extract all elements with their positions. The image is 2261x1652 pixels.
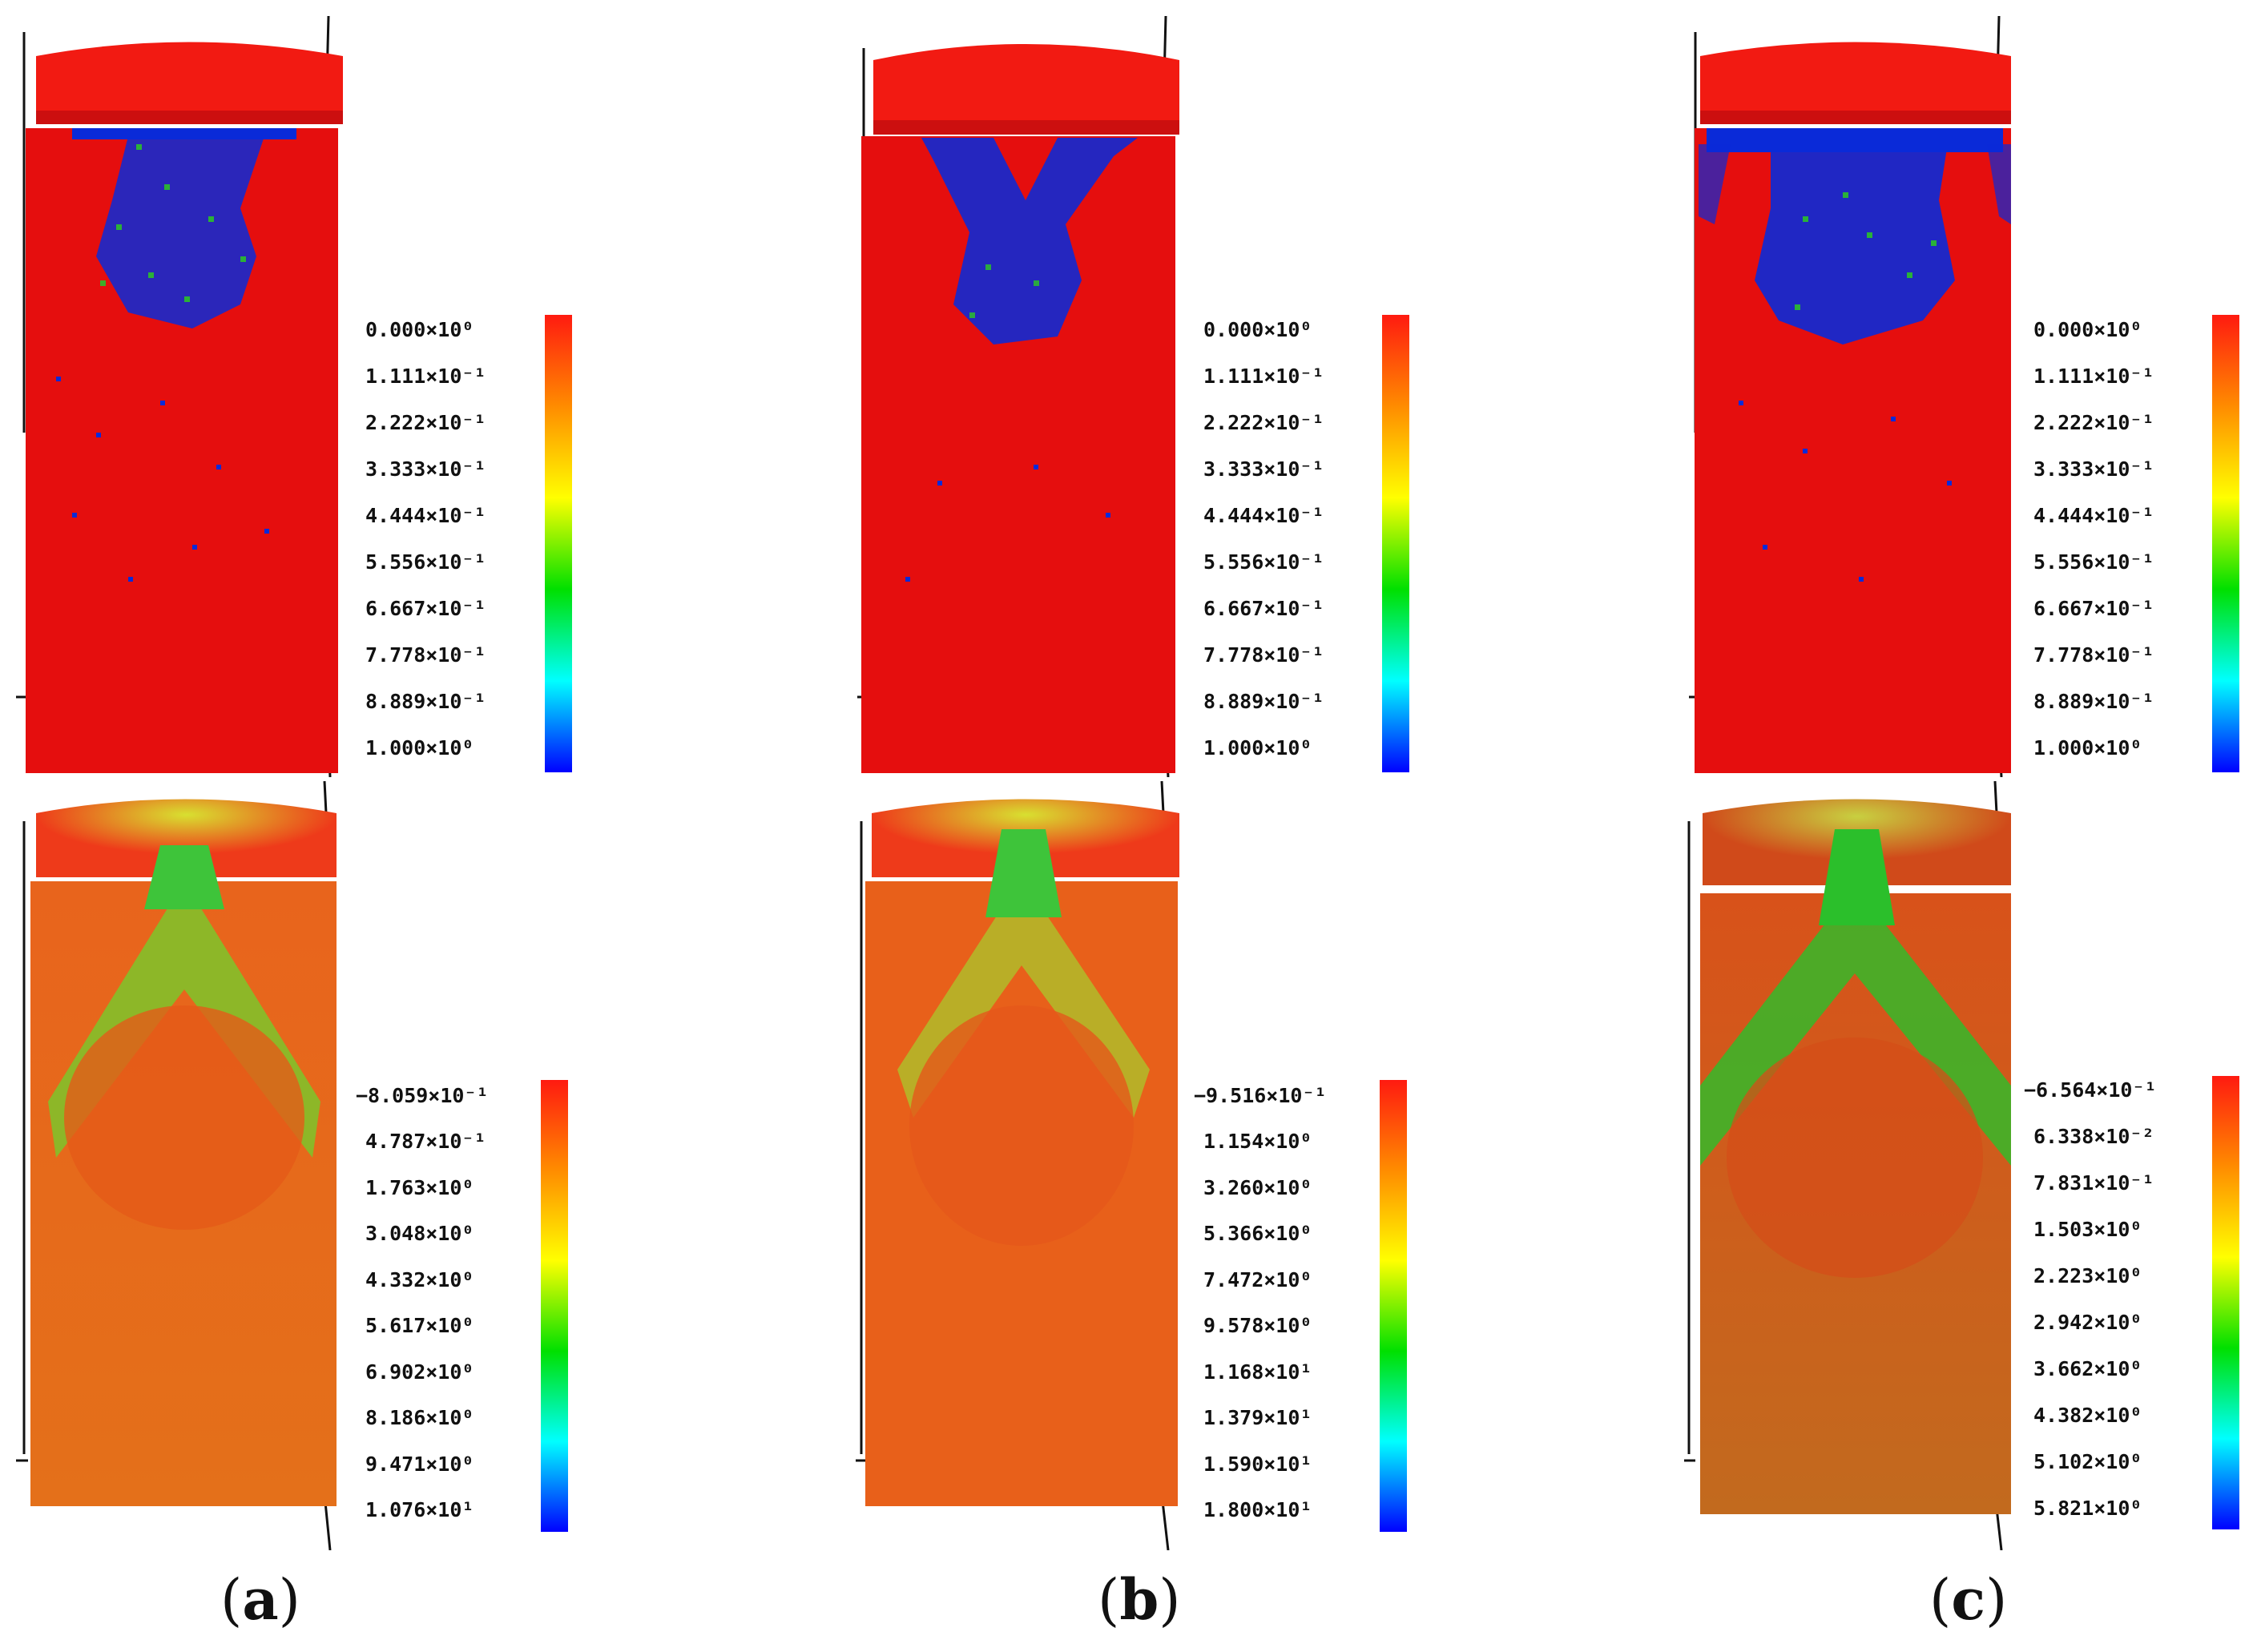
colorbar-label: −9.516×10⁻¹ [1194, 1084, 1327, 1107]
colorbar-label: 4.444×10⁻¹ [365, 504, 486, 527]
colorbar-label: −6.564×10⁻¹ [2024, 1078, 2157, 1102]
field-simulation-b [856, 781, 1179, 1550]
colorbar-label: 8.889×10⁻¹ [2033, 690, 2154, 713]
colorbar-label: 1.590×10¹ [1203, 1453, 1312, 1476]
colorbar-label: 2.942×10⁰ [2033, 1311, 2142, 1334]
colorbar-label: 1.000×10⁰ [2033, 736, 2142, 760]
colorbar-label: 5.556×10⁻¹ [2033, 550, 2154, 574]
field-colorbar-b [1380, 1080, 1407, 1532]
colorbar-label: 1.168×10¹ [1203, 1360, 1312, 1384]
colorbar-label: 5.821×10⁰ [2033, 1497, 2142, 1520]
colorbar-label: 3.333×10⁻¹ [1203, 457, 1324, 481]
colorbar-label: 2.222×10⁻¹ [365, 411, 486, 434]
colorbar-label: 1.800×10¹ [1203, 1498, 1312, 1521]
colorbar-label: 7.472×10⁰ [1203, 1268, 1312, 1291]
colorbar-label: 3.260×10⁰ [1203, 1176, 1312, 1199]
colorbar-label: 7.778×10⁻¹ [1203, 643, 1324, 667]
damage-simulation-c [1689, 16, 2011, 777]
colorbar-label: 6.667×10⁻¹ [2033, 597, 2154, 620]
colorbar-label: 7.831×10⁻¹ [2033, 1171, 2154, 1195]
colorbar-label: 0.000×10⁰ [2033, 318, 2142, 341]
colorbar-label: 1.000×10⁰ [365, 736, 474, 760]
colorbar-label: 5.617×10⁰ [365, 1314, 474, 1337]
damage-zone-b [921, 138, 1138, 345]
damage-zone-a [72, 128, 296, 328]
panel-caption-c: (c) [1929, 1566, 2008, 1633]
colorbar-label: 1.111×10⁻¹ [1203, 365, 1324, 388]
colorbar-label: 5.556×10⁻¹ [1203, 550, 1324, 574]
colorbar-label: 1.379×10¹ [1203, 1406, 1312, 1429]
field-simulation-a [16, 781, 337, 1550]
colorbar-label: 6.902×10⁰ [365, 1360, 474, 1384]
field-colorbar-c [2212, 1076, 2239, 1529]
colorbar-label: 4.332×10⁰ [365, 1268, 474, 1291]
damage-zone-c [1699, 128, 2011, 345]
colorbar-label: 7.778×10⁻¹ [365, 643, 486, 667]
colorbar-label: 0.000×10⁰ [1203, 318, 1312, 341]
panel-caption-a: (a) [220, 1566, 300, 1633]
colorbar-label: 1.111×10⁻¹ [365, 365, 486, 388]
colorbar-label: 4.382×10⁰ [2033, 1404, 2142, 1427]
colorbar-label: −8.059×10⁻¹ [356, 1084, 489, 1107]
colorbar-label: 1.076×10¹ [365, 1498, 474, 1521]
colorbar-label: 9.578×10⁰ [1203, 1314, 1312, 1337]
damage-simulation-b [857, 16, 1179, 777]
colorbar-label: 3.662×10⁰ [2033, 1357, 2142, 1380]
colorbar-label: 5.556×10⁻¹ [365, 550, 486, 574]
colorbar-label: 8.889×10⁻¹ [1203, 690, 1324, 713]
field-simulation-c [1684, 781, 2011, 1550]
colorbar-label: 6.338×10⁻² [2033, 1125, 2154, 1148]
colorbar-label: 8.186×10⁰ [365, 1406, 474, 1429]
colorbar-label: 3.333×10⁻¹ [365, 457, 486, 481]
colorbar-label: 2.222×10⁻¹ [2033, 411, 2154, 434]
damage-colorbar-a [545, 315, 572, 772]
colorbar-label: 9.471×10⁰ [365, 1453, 474, 1476]
colorbar-label: 1.111×10⁻¹ [2033, 365, 2154, 388]
field-colorbar-a [541, 1080, 568, 1532]
colorbar-label: 0.000×10⁰ [365, 318, 474, 341]
colorbar-label: 5.102×10⁰ [2033, 1450, 2142, 1473]
damage-colorbar-c [2212, 315, 2239, 772]
colorbar-label: 1.000×10⁰ [1203, 736, 1312, 760]
colorbar-label: 4.444×10⁻¹ [1203, 504, 1324, 527]
colorbar-label: 5.366×10⁰ [1203, 1222, 1312, 1245]
panel-caption-b: (b) [1098, 1566, 1181, 1633]
colorbar-label: 3.048×10⁰ [365, 1222, 474, 1245]
colorbar-label: 4.444×10⁻¹ [2033, 504, 2154, 527]
colorbar-label: 2.222×10⁻¹ [1203, 411, 1324, 434]
colorbar-label: 7.778×10⁻¹ [2033, 643, 2154, 667]
colorbar-label: 1.763×10⁰ [365, 1176, 474, 1199]
colorbar-label: 8.889×10⁻¹ [365, 690, 486, 713]
colorbar-label: 6.667×10⁻¹ [365, 597, 486, 620]
damage-simulation-a [16, 16, 343, 777]
colorbar-label: 2.223×10⁰ [2033, 1264, 2142, 1287]
colorbar-label: 1.503×10⁰ [2033, 1218, 2142, 1241]
colorbar-label: 6.667×10⁻¹ [1203, 597, 1324, 620]
colorbar-label: 3.333×10⁻¹ [2033, 457, 2154, 481]
colorbar-label: 4.787×10⁻¹ [365, 1130, 486, 1153]
colorbar-label: 1.154×10⁰ [1203, 1130, 1312, 1153]
damage-colorbar-b [1382, 315, 1409, 772]
